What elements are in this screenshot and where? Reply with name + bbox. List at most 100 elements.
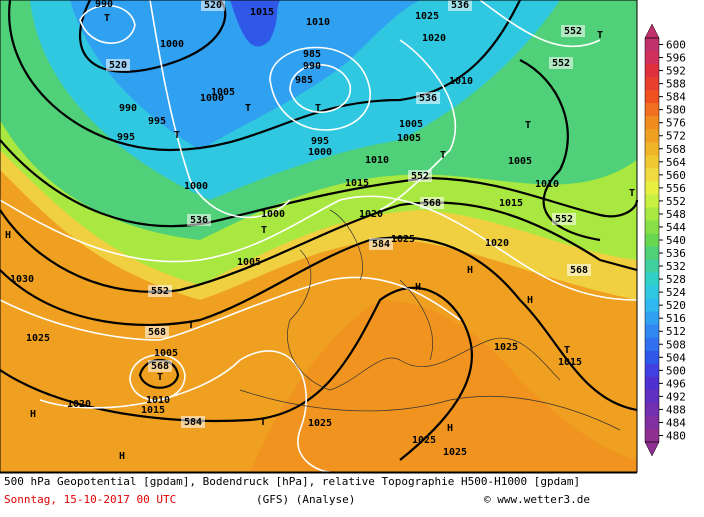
colorbar-swatch (645, 428, 659, 443)
footer-date: Sonntag, 15-10-2017 00 UTC (4, 493, 176, 506)
pressure-label: 985 (303, 49, 321, 60)
colorbar-swatch (645, 168, 659, 182)
pressure-label: 1005 (211, 87, 235, 98)
geopotential-label: 552 (555, 214, 573, 225)
pressure-center: T (525, 120, 531, 131)
coastlines (239, 209, 621, 431)
label-backdrop (148, 285, 172, 297)
colorbar-label: 600 (666, 39, 686, 52)
colorbar-label: 596 (666, 52, 686, 65)
pressure-label: 1020 (359, 209, 383, 220)
colorbar-swatch (645, 155, 659, 169)
pressure-label: 1015 (558, 357, 582, 368)
label-backdrop (148, 360, 172, 372)
colorbar-swatch (645, 77, 659, 91)
colorbar-label: 576 (666, 117, 686, 130)
colorbar-label: 516 (666, 312, 686, 325)
geopotential-label: 536 (190, 215, 208, 226)
colorbar-label: 524 (666, 286, 686, 299)
pressure-label: 995 (117, 132, 135, 143)
colorbar-swatch (645, 116, 659, 130)
colorbar-label: 548 (666, 208, 686, 221)
pressure-center: H (119, 451, 125, 462)
pressure-center: H (467, 265, 473, 276)
colorbar-label: 496 (666, 377, 686, 390)
map-frame (0, 0, 638, 473)
colorbar-label: 572 (666, 130, 686, 143)
pressure-label: 1025 (26, 333, 50, 344)
colorbar-swatch (645, 376, 659, 391)
colorbar-label: 564 (666, 156, 686, 169)
colorbar-swatch (645, 259, 659, 274)
pressure-label: 1025 (412, 435, 436, 446)
colorbar-label: 552 (666, 195, 686, 208)
pressure-label: 1010 (306, 17, 330, 28)
pressure-label: 1020 (485, 238, 509, 249)
colorbar-swatch (645, 246, 659, 261)
colorbar-swatch (645, 38, 659, 52)
footer-credit: © www.wetter3.de (484, 493, 590, 506)
colorbar-label: 504 (666, 351, 686, 364)
pressure-center: T (260, 417, 266, 428)
pressure-center: T (440, 150, 446, 161)
label-backdrop (448, 0, 472, 11)
colorbar-label: 592 (666, 65, 686, 78)
pressure-label: 1030 (10, 274, 34, 285)
pressure-label: 1025 (391, 234, 415, 245)
colorbar-label: 500 (666, 364, 686, 377)
pressure-label: 1015 (141, 405, 165, 416)
colorbar-label: 560 (666, 169, 686, 182)
pressure-center: H (527, 295, 533, 306)
pressure-center: H (30, 409, 36, 420)
map-fill-deep-blue (230, 0, 280, 47)
pressure-center: H (415, 282, 421, 293)
colorbar-frame (644, 37, 660, 443)
pressure-label: 1010 (535, 179, 559, 190)
pressure-center: T (157, 372, 163, 383)
pressure-label: 1005 (237, 257, 261, 268)
colorbar-label: 520 (666, 299, 686, 312)
geopotential-label: 584 (184, 417, 202, 428)
colorbar-label: 536 (666, 247, 686, 260)
label-backdrop (416, 92, 440, 104)
colorbar-swatch (645, 337, 659, 352)
colorbar-label: 544 (666, 221, 686, 234)
pressure-label: 1000 (160, 39, 184, 50)
colorbar-label: 588 (666, 78, 686, 91)
pressure-label: 1000 (261, 209, 285, 220)
label-backdrop (369, 238, 393, 250)
label-backdrop (567, 264, 591, 276)
colorbar-label: 528 (666, 273, 686, 286)
label-backdrop (187, 214, 211, 226)
label-backdrop (181, 416, 205, 428)
pressure-label: 1025 (415, 11, 439, 22)
pressure-label: 1000 (200, 93, 224, 104)
colorbar-swatch (645, 324, 659, 339)
pressure-label: 1005 (399, 119, 423, 130)
pressure-center: T (597, 30, 603, 41)
geopotential-label: 552 (151, 286, 169, 297)
pressure-center: H (447, 423, 453, 434)
colorbar-label: 488 (666, 403, 686, 416)
colorbar-label: 512 (666, 325, 686, 338)
map-fill-blue (70, 0, 420, 150)
label-backdrop (408, 170, 432, 182)
geopotential-contours (0, 0, 639, 461)
map: 520 520 536 552 552 536 552 568 552 568 536 552 568 5… (0, 0, 639, 473)
colorbar-label: 540 (666, 234, 686, 247)
pressure-label: 1025 (494, 342, 518, 353)
label-backdrop (552, 213, 576, 225)
geopotential-label: 568 (148, 327, 166, 338)
pressure-label: 1010 (365, 155, 389, 166)
pressure-center: T (245, 103, 251, 114)
geopotential-label: 568 (423, 198, 441, 209)
pressure-center: T (104, 13, 110, 24)
pressure-label: 985 (295, 75, 313, 86)
pressure-center: T (315, 103, 321, 114)
pressure-label: 1015 (250, 7, 274, 18)
geopotential-label: 536 (419, 93, 437, 104)
colorbar-label: 584 (666, 91, 686, 104)
pressure-label: 1020 (67, 399, 91, 410)
pressure-center: T (629, 188, 635, 199)
